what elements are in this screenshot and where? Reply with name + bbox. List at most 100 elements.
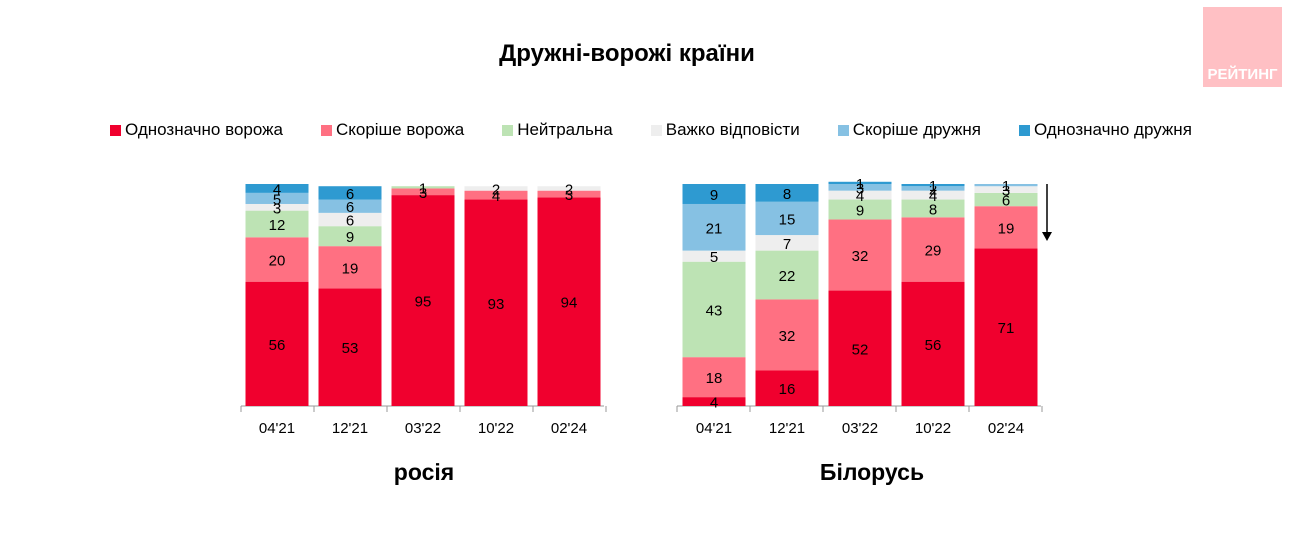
bar-segment xyxy=(974,192,1038,207)
x-tick-label: 10'22 xyxy=(915,420,951,437)
data-label: 19 xyxy=(342,260,359,277)
data-label: 6 xyxy=(346,213,354,230)
x-tick-label: 12'21 xyxy=(332,420,368,437)
bar-segment xyxy=(245,210,309,238)
group-title-belarus: Білорусь xyxy=(819,459,925,485)
bar-segment xyxy=(537,186,601,191)
x-tick-label: 02'24 xyxy=(988,420,1024,437)
legend-label: Однозначно дружня xyxy=(1033,120,1192,139)
bar-segment xyxy=(682,357,746,398)
x-tick-label: 10'22 xyxy=(478,420,514,437)
data-label: 6 xyxy=(1002,193,1010,210)
legend-item: Однозначно ворожа xyxy=(110,120,283,140)
rating-logo: РЕЙТИНГ xyxy=(1203,7,1282,87)
bar-segment xyxy=(245,184,309,193)
legend-item: Однозначно дружня xyxy=(1018,120,1192,140)
x-tick-label: 02'24 xyxy=(551,420,587,437)
data-label: 3 xyxy=(565,187,573,204)
arrow-down-icon xyxy=(1042,232,1052,241)
bar-segment xyxy=(974,186,1038,193)
data-label: 5 xyxy=(273,191,281,208)
data-label: 1 xyxy=(929,178,937,195)
data-label: 3 xyxy=(273,200,281,217)
legend-item: Нейтральна xyxy=(502,120,613,140)
data-label: 2 xyxy=(929,181,937,198)
bar-segment xyxy=(682,203,746,251)
bar-segment xyxy=(464,199,528,406)
data-label: 53 xyxy=(342,340,359,357)
data-label: 12 xyxy=(269,217,286,234)
bar-segment xyxy=(537,197,601,406)
bar-segment xyxy=(245,192,309,204)
legend-label: Важко відповісти xyxy=(665,120,800,139)
bar-segment xyxy=(755,201,819,236)
bar-segment xyxy=(755,299,819,371)
legend-label: Однозначно ворожа xyxy=(125,120,283,139)
bar-segment xyxy=(755,184,819,202)
data-label: 9 xyxy=(856,203,864,220)
data-label: 8 xyxy=(929,201,937,218)
data-label: 56 xyxy=(925,337,942,354)
bar-segment xyxy=(828,184,892,191)
bar-segment xyxy=(755,370,819,406)
legend-swatch xyxy=(502,124,514,136)
bar-segment xyxy=(391,186,455,189)
legend-item: Скоріше дружня xyxy=(837,120,981,140)
bar-segment xyxy=(464,186,528,191)
bar-segment xyxy=(974,248,1038,406)
bar-segment xyxy=(682,397,746,406)
data-label: 19 xyxy=(998,220,1015,237)
legend-swatch xyxy=(110,124,121,136)
legend-swatch xyxy=(837,124,849,136)
logo-text: РЕЙТИНГ xyxy=(1207,66,1278,83)
data-label: 4 xyxy=(273,181,281,198)
data-label: 3 xyxy=(856,180,864,197)
bar-segment xyxy=(682,250,746,262)
bar-segment xyxy=(901,186,965,191)
data-label: 1 xyxy=(856,176,864,193)
bar-segment xyxy=(318,212,382,227)
bar-segment xyxy=(245,237,309,282)
bar-segment xyxy=(391,195,455,406)
legend-label: Нейтральна xyxy=(517,120,613,139)
data-label: 52 xyxy=(852,341,869,358)
bar-segment xyxy=(901,184,965,187)
bar-segment xyxy=(318,246,382,289)
x-tick-label: 03'22 xyxy=(405,420,441,437)
bar-segment xyxy=(537,190,601,198)
data-label: 20 xyxy=(269,252,286,269)
data-label: 21 xyxy=(706,220,723,237)
x-tick-label: 12'21 xyxy=(769,420,805,437)
bar-segment xyxy=(682,261,746,358)
legend-item: Важко відповісти xyxy=(650,120,800,140)
legend-label: Скоріше дружня xyxy=(852,120,981,139)
bar-segment xyxy=(828,190,892,200)
x-tick-label: 03'22 xyxy=(842,420,878,437)
bar-segment xyxy=(464,190,528,200)
bar-segment xyxy=(901,190,965,200)
bar-segment xyxy=(755,235,819,251)
data-label: 9 xyxy=(346,229,354,246)
data-label: 95 xyxy=(415,294,432,311)
bar-segment xyxy=(974,206,1038,249)
bar-segment xyxy=(974,184,1038,187)
bar-segment xyxy=(901,217,965,282)
bar-segment xyxy=(391,188,455,196)
bar-segment xyxy=(828,219,892,291)
bar-segment xyxy=(245,203,309,211)
bar-segment xyxy=(901,199,965,218)
bar-segment xyxy=(318,186,382,200)
group-title-russia: росія xyxy=(393,459,455,485)
legend-swatch xyxy=(650,124,662,136)
data-label: 56 xyxy=(269,337,286,354)
data-label: 4 xyxy=(856,188,864,205)
data-label: 8 xyxy=(783,186,791,203)
legend-label: Скоріше ворожа xyxy=(335,120,465,139)
data-label: 3 xyxy=(1002,183,1010,200)
data-label: 15 xyxy=(779,211,796,228)
bar-segment xyxy=(828,181,892,184)
data-label: 3 xyxy=(419,185,427,202)
data-label: 16 xyxy=(779,381,796,398)
legend-swatch xyxy=(1018,124,1030,136)
data-label: 4 xyxy=(492,188,500,205)
